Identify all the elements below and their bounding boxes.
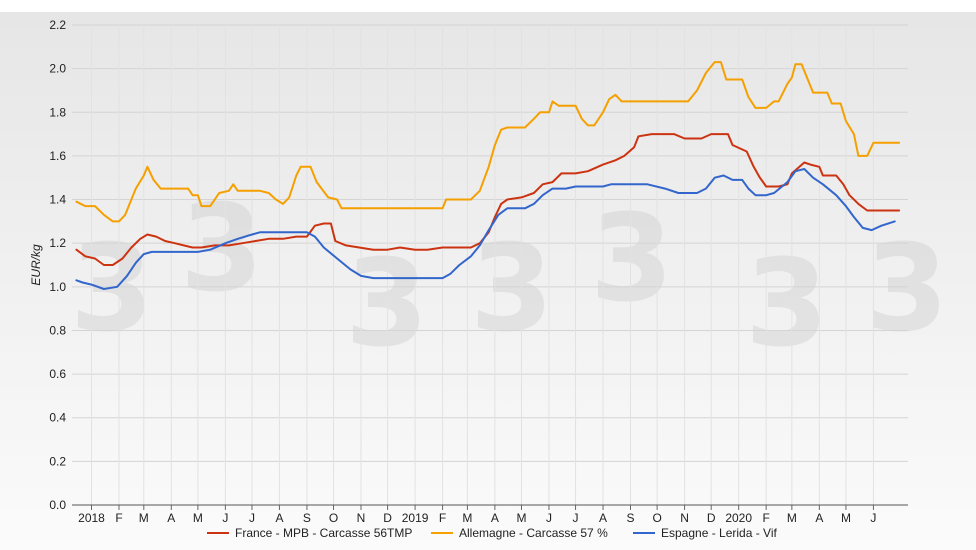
x-tick-label: F — [115, 511, 122, 525]
x-tick-label: M — [516, 511, 526, 525]
x-tick-label: D — [707, 511, 716, 525]
y-tick-label: 0.2 — [49, 454, 66, 468]
y-tick-label: 1.8 — [49, 105, 66, 119]
legend-label-3: Espagne - Lerida - Vif — [661, 526, 778, 540]
x-tick-label: J — [222, 511, 228, 525]
x-tick-label: J — [249, 511, 255, 525]
x-tick-label: M — [841, 511, 851, 525]
x-tick-label: A — [491, 511, 499, 525]
y-tick-label: 1.2 — [49, 236, 66, 250]
watermark-glyph: 3 — [865, 220, 949, 359]
x-tick-label: J — [546, 511, 552, 525]
x-tick-label: A — [815, 511, 823, 525]
legend-label-2: Allemagne - Carcasse 57 % — [459, 526, 608, 540]
chart-background — [0, 12, 976, 550]
watermark-glyph: 3 — [745, 235, 829, 374]
series-line-3 — [75, 168, 896, 290]
x-tick-label: 2020 — [725, 511, 752, 525]
x-tick-label: M — [139, 511, 149, 525]
x-tick-label: J — [870, 511, 876, 525]
x-tick-label: O — [329, 511, 338, 525]
x-tick-label: A — [275, 511, 283, 525]
y-tick-label: 0.4 — [49, 411, 66, 425]
x-tick-label: A — [167, 511, 175, 525]
x-tick-label: S — [627, 511, 635, 525]
x-tick-label: S — [303, 511, 311, 525]
watermark-glyph: 3 — [180, 180, 264, 319]
x-tick-label: N — [357, 511, 366, 525]
y-tick-label: 1.0 — [49, 280, 66, 294]
watermark-glyph: 3 — [345, 235, 429, 374]
x-tick-label: F — [439, 511, 446, 525]
x-tick-label: A — [599, 511, 607, 525]
series-line-2 — [75, 61, 901, 223]
axis-layer: 0.0 0.2 0.4 0.6 0.8 1.0 1.2 1.4 1.6 1.8 2.0 2.2 2018… — [49, 18, 908, 525]
y-tick-label: 1.6 — [49, 149, 66, 163]
y-axis-label: EUR/kg — [29, 244, 43, 286]
x-tick-label: 2019 — [402, 511, 429, 525]
watermark-glyph: 3 — [70, 220, 154, 359]
x-tick-label: O — [652, 511, 661, 525]
series-layer — [75, 61, 901, 290]
legend: France - MPB - Carcasse 56TMP Allemagne -… — [207, 526, 778, 540]
y-tick-label: 0.6 — [49, 367, 66, 381]
watermark-glyph: 3 — [590, 190, 674, 329]
x-tick-label: M — [462, 511, 472, 525]
y-tick-label: 2.2 — [49, 18, 66, 32]
legend-label-1: France - MPB - Carcasse 56TMP — [235, 526, 412, 540]
y-tick-label: 1.4 — [49, 193, 66, 207]
series-line-1 — [75, 133, 901, 266]
x-tick-label: M — [193, 511, 203, 525]
x-tick-label: M — [787, 511, 797, 525]
x-tick-label: D — [383, 511, 392, 525]
y-tick-label: 0.0 — [49, 498, 66, 512]
x-tick-label: 2018 — [78, 511, 105, 525]
x-tick-label: J — [573, 511, 579, 525]
y-tick-label: 0.8 — [49, 323, 66, 337]
x-tick-label: N — [680, 511, 689, 525]
y-tick-label: 2.0 — [49, 62, 66, 76]
x-tick-label: F — [762, 511, 769, 525]
